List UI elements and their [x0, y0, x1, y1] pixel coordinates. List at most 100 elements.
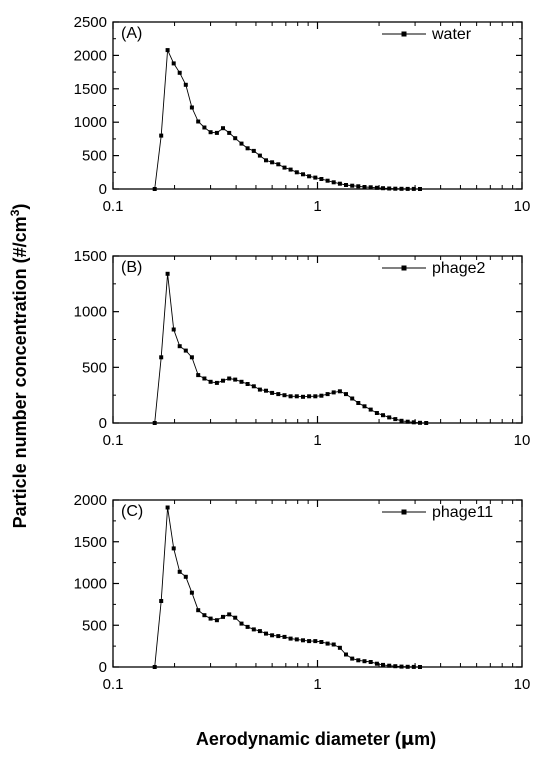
- x-tick-label: 0.1: [103, 198, 124, 215]
- panel-label: (C): [121, 503, 143, 520]
- data-point: [183, 348, 188, 353]
- y-tick-label: 500: [82, 359, 107, 376]
- data-point: [159, 599, 164, 603]
- data-point: [202, 125, 207, 130]
- data-point: [418, 420, 422, 425]
- data-point: [239, 141, 244, 146]
- data-point: [362, 404, 367, 409]
- data-point: [214, 380, 219, 385]
- data-point: [239, 379, 244, 384]
- data-point: [257, 629, 262, 634]
- data-point: [245, 624, 250, 629]
- plot-frame: [112, 21, 523, 190]
- legend-label: water: [431, 26, 472, 43]
- y-tick-label: 1000: [74, 304, 107, 321]
- data-point: [221, 378, 225, 383]
- chart-panel-2: 0 500 1000 1500 0.1 1 10 (B) phage2: [74, 248, 531, 449]
- data-point: [381, 413, 385, 418]
- chart-panel-1: 0 500 1000 1500 2000 2500 0.1 1 10 (A) water: [74, 14, 531, 215]
- data-point: [411, 420, 416, 425]
- y-tick-label: 1500: [74, 81, 107, 98]
- data-point: [221, 126, 225, 131]
- data-point: [165, 505, 170, 510]
- data-point: [251, 148, 256, 153]
- y-tick-label: 1500: [74, 248, 107, 265]
- y-tick-label: 2500: [74, 14, 107, 31]
- data-point: [362, 185, 367, 189]
- data-point: [251, 384, 256, 389]
- data-point: [227, 376, 232, 381]
- data-point: [208, 616, 213, 621]
- data-point: [177, 70, 182, 75]
- y-tick-label: 1000: [74, 114, 107, 131]
- data-point: [227, 612, 232, 617]
- data-point: [405, 186, 410, 191]
- data-point: [356, 401, 361, 405]
- x-tick-label: 10: [514, 198, 531, 215]
- data-point: [171, 327, 176, 332]
- data-point: [301, 638, 305, 643]
- data-point: [319, 177, 324, 181]
- data-point: [337, 181, 342, 186]
- data-point: [325, 178, 330, 183]
- data-point: [257, 387, 262, 392]
- data-point: [177, 569, 182, 574]
- y-tick-label: 2000: [74, 47, 107, 64]
- data-point: [177, 344, 182, 349]
- panel-label: (A): [121, 25, 142, 42]
- data-point: [183, 574, 188, 579]
- series-line-water: [154, 49, 421, 190]
- data-point: [165, 48, 170, 53]
- plot-frame: [112, 255, 523, 424]
- plot-frame: [112, 499, 523, 668]
- data-point: [282, 165, 287, 170]
- legend-marker: [401, 265, 407, 271]
- chart-panel-3: 0 500 1000 1500 2000 0.1 1 10 (C) phage11: [74, 492, 531, 693]
- data-point: [418, 665, 422, 669]
- data-point: [368, 660, 373, 664]
- y-tick-label: 1000: [74, 576, 107, 593]
- series-line-phage2: [154, 273, 427, 424]
- x-axis-title-unit: m): [414, 729, 436, 749]
- legend-marker: [401, 509, 407, 515]
- data-point: [214, 130, 219, 135]
- x-axis-title: Aerodynamic diameter (μm): [196, 729, 436, 750]
- data-point: [393, 186, 398, 191]
- data-point: [325, 392, 330, 397]
- x-tick-label: 0.1: [103, 676, 124, 693]
- data-point: [387, 186, 392, 191]
- data-point: [399, 186, 404, 191]
- data-point: [393, 417, 398, 422]
- data-point: [264, 158, 268, 163]
- data-point: [196, 608, 201, 613]
- data-point: [325, 641, 330, 646]
- data-point: [362, 659, 367, 664]
- data-point: [399, 664, 404, 669]
- data-point: [344, 183, 348, 187]
- data-point: [337, 645, 342, 650]
- data-point: [356, 658, 361, 663]
- data-point: [183, 82, 188, 87]
- data-point: [331, 180, 336, 185]
- data-point: [276, 634, 281, 639]
- y-tick-label: 2000: [74, 492, 107, 509]
- y-tick-label: 0: [99, 659, 107, 676]
- data-point: [350, 183, 355, 188]
- data-point: [196, 119, 201, 124]
- data-point: [319, 640, 324, 644]
- data-point: [233, 615, 238, 620]
- x-tick-label: 1: [313, 432, 321, 449]
- x-tick-label: 10: [514, 432, 531, 449]
- data-point: [301, 394, 305, 399]
- data-point: [257, 153, 262, 158]
- data-point: [202, 613, 207, 618]
- y-axis-title-close: ): [10, 204, 30, 210]
- data-point: [233, 136, 238, 141]
- data-point: [381, 186, 385, 191]
- legend-marker: [401, 31, 407, 37]
- data-point: [282, 393, 287, 398]
- data-point: [245, 382, 250, 386]
- data-point: [387, 663, 392, 668]
- data-point: [152, 665, 157, 669]
- data-point: [294, 394, 299, 399]
